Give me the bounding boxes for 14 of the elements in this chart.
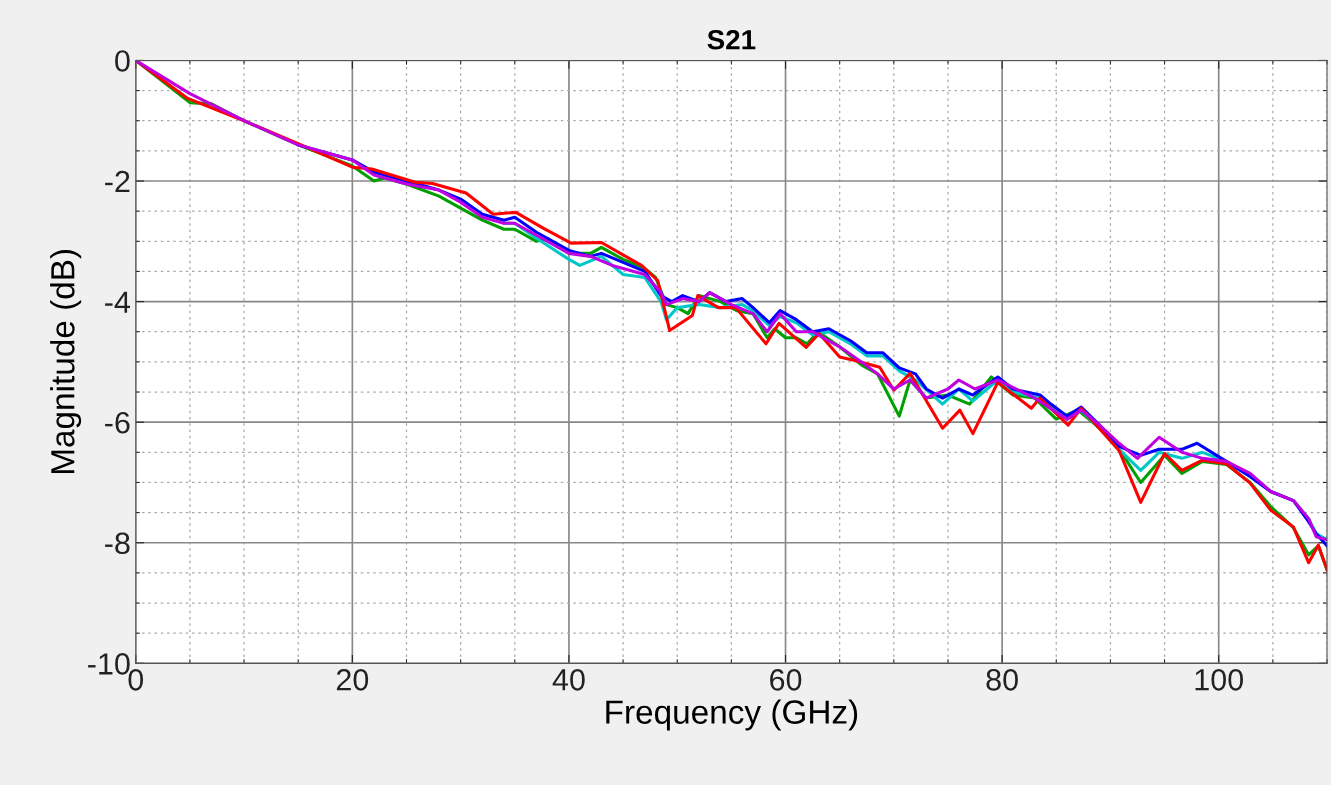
x-tick-label: 60 <box>770 668 802 691</box>
x-tick-label: 20 <box>336 668 369 691</box>
y-tick-label: -4 <box>105 291 131 313</box>
x-tick-label: 100 <box>1195 668 1244 691</box>
y-tick-label: 0 <box>115 50 130 72</box>
x-tick-label: 40 <box>552 668 585 691</box>
x-tick-label: 80 <box>986 668 1018 691</box>
y-tick-label: -10 <box>88 653 130 675</box>
x-axis-title: Frequency (GHz) <box>606 699 858 731</box>
chart-title: S21 <box>707 29 756 50</box>
y-axis-title: Magnitude (dB) <box>50 250 82 474</box>
y-tick-label: -8 <box>105 532 130 555</box>
y-tick-label: -6 <box>105 411 130 434</box>
y-tick-label: -2 <box>105 170 130 193</box>
